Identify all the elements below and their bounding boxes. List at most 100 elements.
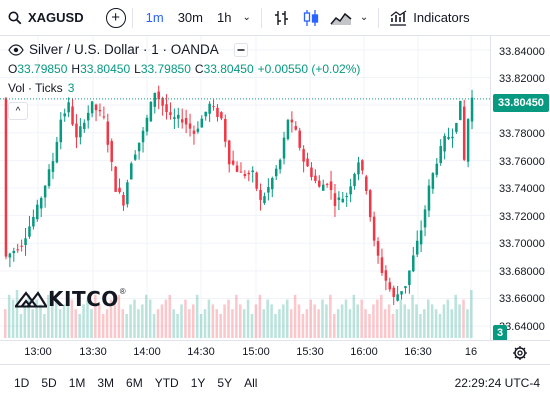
range-1d[interactable]: 1D bbox=[14, 375, 30, 390]
volume-bar bbox=[211, 304, 215, 338]
volume-bar bbox=[325, 304, 328, 338]
range-5y[interactable]: 5Y bbox=[217, 375, 233, 390]
minus-icon[interactable] bbox=[233, 42, 248, 57]
divider bbox=[131, 7, 133, 28]
candle-body bbox=[357, 162, 360, 175]
volume-bar bbox=[215, 309, 219, 338]
candle-body bbox=[133, 154, 137, 160]
volume-bar bbox=[231, 309, 234, 338]
time-tick: 13:00 bbox=[24, 346, 52, 358]
candle-body bbox=[130, 163, 133, 180]
candle-body bbox=[86, 112, 90, 121]
candle-body bbox=[404, 286, 407, 289]
time-tick: 14:00 bbox=[133, 346, 161, 358]
range-ytd[interactable]: YTD bbox=[154, 375, 179, 390]
interval-30m[interactable]: 30m bbox=[177, 10, 203, 25]
candle-body bbox=[439, 146, 442, 164]
time-tick: 15:30 bbox=[296, 346, 324, 358]
price-tick: 33.64000 bbox=[499, 321, 545, 333]
time-tick: 16:00 bbox=[350, 346, 378, 358]
interval-dropdown-chevron-icon[interactable]: ⌄ bbox=[242, 12, 251, 23]
candle-body bbox=[137, 142, 141, 152]
range-1m[interactable]: 1M bbox=[68, 375, 86, 390]
volume-bar bbox=[407, 309, 410, 338]
candle-body bbox=[361, 160, 364, 171]
candle-body bbox=[329, 181, 333, 191]
price-tick: 33.70000 bbox=[499, 238, 545, 250]
candle-body bbox=[243, 173, 247, 177]
volume-bar bbox=[137, 309, 140, 338]
candle-body bbox=[337, 197, 341, 200]
close-value: 33.80450 bbox=[203, 61, 254, 76]
candle-body bbox=[71, 106, 74, 125]
range-5d[interactable]: 5D bbox=[41, 375, 57, 390]
candle-body bbox=[290, 119, 294, 123]
price-chart[interactable] bbox=[0, 36, 490, 340]
candle-body bbox=[20, 245, 23, 247]
volume-tag: 3 bbox=[493, 325, 507, 341]
candle-body bbox=[349, 186, 352, 195]
range-1y[interactable]: 1Y bbox=[190, 375, 206, 390]
volume-bar bbox=[274, 314, 277, 338]
candle-body bbox=[184, 118, 188, 125]
candle-body bbox=[196, 128, 200, 132]
volume-bar bbox=[352, 294, 356, 338]
volume-bar bbox=[427, 299, 430, 338]
bar-style-button[interactable] bbox=[268, 0, 296, 35]
area-style-button[interactable] bbox=[326, 0, 356, 35]
time-scale[interactable]: 13:00 13:30 14:00 14:30 15:00 15:30 16:0… bbox=[0, 340, 550, 364]
indicators-button[interactable]: Indicators bbox=[385, 0, 473, 35]
volume-bar bbox=[282, 304, 285, 338]
interval-1m[interactable]: 1m bbox=[145, 10, 164, 25]
volume-bar bbox=[125, 314, 128, 338]
change-value: +0.00550 (+0.02%) bbox=[257, 61, 361, 76]
high-label: H bbox=[71, 61, 81, 76]
volume-bar bbox=[278, 309, 281, 338]
candle-body bbox=[24, 238, 27, 246]
range-6m[interactable]: 6M bbox=[126, 375, 143, 390]
volume-bar bbox=[246, 299, 250, 338]
candles-style-button[interactable] bbox=[296, 0, 326, 35]
candle-body bbox=[177, 114, 180, 119]
volume-bar bbox=[101, 314, 105, 338]
volume-bar bbox=[82, 304, 85, 338]
eye-icon[interactable] bbox=[8, 43, 24, 56]
collapse-legend-button[interactable]: ^ bbox=[8, 102, 28, 120]
candle-body bbox=[235, 165, 239, 172]
candle-body bbox=[466, 119, 470, 162]
volume-bar bbox=[141, 304, 144, 338]
plus-icon: + bbox=[111, 9, 120, 26]
volume-bar bbox=[262, 309, 266, 338]
candle-body bbox=[67, 102, 70, 113]
price-scale[interactable]: 33.84000 33.82000 33.78000 33.76000 33.7… bbox=[490, 36, 550, 341]
indicators-icon bbox=[390, 10, 407, 26]
candle-body bbox=[447, 137, 450, 139]
volume-bar bbox=[391, 314, 395, 338]
symbol-search[interactable]: XAGUSD bbox=[0, 0, 84, 35]
volume-bar bbox=[317, 309, 320, 338]
range-all[interactable]: All bbox=[244, 375, 258, 390]
range-3m[interactable]: 3M bbox=[97, 375, 115, 390]
gear-icon[interactable] bbox=[512, 345, 528, 361]
chart-style-chevron-icon[interactable]: ⌄ bbox=[359, 12, 369, 23]
volume-bar bbox=[446, 299, 450, 338]
volume-bar bbox=[329, 294, 332, 338]
price-tick: 33.74000 bbox=[499, 183, 545, 195]
compare-add-button[interactable]: + bbox=[105, 7, 126, 28]
volume-value: 3 bbox=[67, 80, 75, 95]
interval-1h[interactable]: 1h bbox=[216, 10, 232, 25]
candle-body bbox=[278, 159, 282, 170]
chart-pane[interactable] bbox=[0, 36, 490, 340]
candle-body bbox=[353, 173, 356, 187]
kitco-logo-mark-icon bbox=[15, 291, 47, 308]
volume-bar bbox=[15, 290, 19, 338]
volume-bar bbox=[301, 314, 305, 338]
volume-bar bbox=[168, 294, 172, 338]
candle-body bbox=[47, 169, 51, 186]
candle-body bbox=[102, 116, 106, 118]
price-tick: 33.76000 bbox=[499, 156, 545, 168]
clock-timezone[interactable]: 22:29:24 UTC-4 bbox=[454, 375, 540, 390]
volume-bar bbox=[423, 309, 426, 338]
candle-body bbox=[298, 130, 301, 148]
candle-body bbox=[126, 182, 129, 205]
